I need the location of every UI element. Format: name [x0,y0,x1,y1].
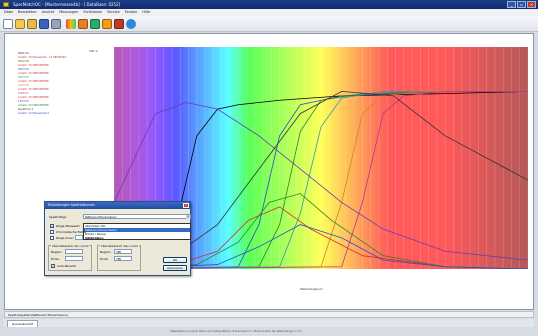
chevron-down-icon[interactable]: ▾ [186,215,190,219]
dialog-close-button[interactable]: × [183,203,189,208]
begin-right-label: Beginn: [100,250,112,254]
window-controls: _ ▫ × [507,1,536,8]
toolbar [0,16,538,32]
interval-min-title: Intervallbereich min. in/nm [51,244,90,248]
legend-entry: Spektrum 1 [18,108,34,111]
dropdown-option[interactable]: CIE Sample [85,236,101,240]
new-icon[interactable] [3,19,13,29]
maximize-button[interactable]: ▫ [517,1,526,8]
ok-button[interactable]: OK [163,257,187,263]
dropdown-option[interactable]: Dichte / Dense [85,232,106,236]
caption: Spektralkurven einer Reihe von Kantenfil… [170,329,302,333]
menu-ansicht[interactable]: Ansicht [41,10,55,14]
show-lines-label: Zeige linien [56,236,74,240]
minimize-button[interactable]: _ [507,1,516,8]
title-bar: SpecMatchOC - [Mustermesse4b] - [ DataBa… [0,0,538,9]
cancel-button[interactable]: Abbrechen [163,265,187,271]
app-icon [3,2,9,7]
series-line-11 [114,90,528,259]
interval-min-group: Intervallbereich min. in/nm [48,244,92,271]
menu-bar: Datei Bearbeiten Ansicht Messungen Funkt… [0,9,538,16]
series-line-7 [114,102,528,261]
window-title: SpecMatchOC - [Mustermesse4b] - [ DataBa… [13,2,121,7]
dropdown-option[interactable]: Reflexion/Transmission [84,228,190,232]
measure-icon[interactable] [66,19,76,29]
spectral-lines-label: Spektrallinie [85,236,104,240]
help-icon[interactable] [126,19,136,29]
legend-entry: 0004 08 [18,76,29,79]
show-measurement-label: Zeige Messwert [56,224,80,228]
settings-icon[interactable] [114,19,124,29]
spectral-type-select[interactable]: Reflexion/Transmission ▾ [83,214,191,219]
show-measurement-checkbox[interactable]: ✓ [50,224,54,228]
begin-left-input[interactable] [65,249,83,254]
dialog-title: Einstellungen Spektralkurven [48,203,95,207]
interval-max-title: Intervallbereich max. in/nm [100,244,140,248]
legend-entry: Anzahl: 15 MESSWERTE [18,80,49,83]
menu-fenster[interactable]: Fenster [124,10,138,14]
tab-bar: Kurvenansicht [4,319,534,327]
end-right-label: Ende: [100,257,109,261]
legend-entry: Anzahl: 15 MESSWERTE [18,96,49,99]
menu-service[interactable]: Service [107,10,120,14]
legend-entry: 1304 05 [18,100,29,103]
spectral-lines-input[interactable] [75,235,83,240]
spectral-type-label: Spektraltyp: [49,215,68,219]
end-left-input[interactable] [65,256,83,261]
legend-entry: 1003 00 [18,84,29,87]
begin-left-label: Beginn: [51,250,63,254]
menu-hilfe[interactable]: Hilfe [142,10,151,14]
spectral-settings-dialog: Einstellungen Spektralkurven × Spektralt… [44,201,191,276]
end-left-label: Ende: [51,257,60,261]
legend-entry: Anzahl: 15 Messwerte - 11 MESSUNG [18,56,67,59]
series-line-9 [114,193,528,269]
folder-icon[interactable] [27,19,37,29]
menu-messungen[interactable]: Messungen [59,10,79,14]
legend-entry: Anzahl: 15 MESSWERTE [18,72,49,75]
begin-right-input[interactable]: 380 [114,249,132,254]
chart-legend: 0001 04 Anzahl: 15 Messwerte - 11 MESSUNG… [18,52,74,116]
palette-icon[interactable] [90,19,100,29]
database-icon[interactable] [102,19,112,29]
status-bar: Spektralsystem(Reflexion/Transmission) [4,311,534,318]
status-text: Spektralsystem(Reflexion/Transmission) [8,313,68,317]
save-icon[interactable] [39,19,49,29]
legend-entry: Anzahl: 15 MESSWERTE [18,64,49,67]
end-right-input[interactable]: 780 [114,256,132,261]
series-line-10 [114,224,528,269]
series-line-6 [114,91,528,269]
legend-entry: 0001 04 [18,52,29,55]
chart-icon[interactable] [78,19,88,29]
x-axis-title: Wellenlänge/nm [300,287,323,291]
y-axis-top-label: 100 % [89,49,98,53]
print-icon[interactable] [51,19,61,29]
tab-kurvenansicht[interactable]: Kurvenansicht [7,320,39,327]
legend-entry: Anzahl: 15 MESSWERTE [18,104,49,107]
show-lines-checkbox[interactable] [50,236,54,240]
legend-entry: 0002 08 [18,60,29,63]
legend-entry: 1000 07 [18,92,29,95]
legend-entry: 0003 06 [18,68,29,71]
dropdown-option[interactable]: Absorption OD [85,224,106,228]
spectral-type-dropdown-list: Absorption OD Reflexion/Transmission Dicht… [83,223,191,240]
menu-datei[interactable]: Datei [4,10,14,14]
menu-bearbeiten[interactable]: Bearbeiten [18,10,37,14]
tab-label: Kurvenansicht [12,322,34,326]
chromatic-checkbox[interactable] [50,230,54,234]
open-icon[interactable] [15,19,25,29]
auto-range-checkbox[interactable]: ✓ [51,264,55,268]
menu-funktionen[interactable]: Funktionen [83,10,103,14]
legend-entry: Anzahl: 15 Messwerte 0 [18,112,49,115]
spectral-type-value: Reflexion/Transmission [85,215,117,219]
dialog-title-bar: Einstellungen Spektralkurven × [45,202,190,209]
auto-range-label: Auto-Bereich [57,264,77,268]
interval-max-group: Intervallbereich max. in/nm [97,244,141,271]
chromatic-label: Chromatische Farbe [56,230,86,234]
legend-entry: Anzahl: 15 MESSWERTE [18,88,49,91]
close-button[interactable]: × [527,1,536,8]
